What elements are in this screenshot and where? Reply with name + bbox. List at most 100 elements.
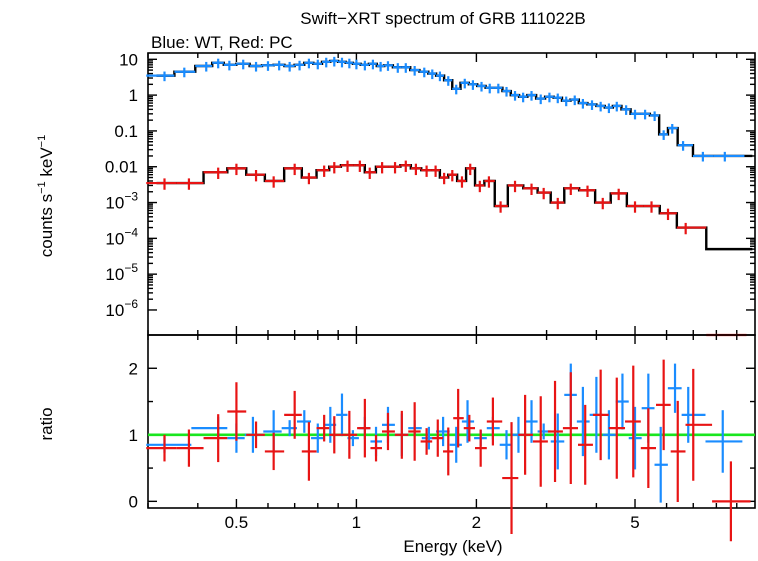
wt-spectrum-point	[419, 67, 429, 78]
wt-spectrum-point	[494, 83, 503, 94]
wt-spectrum-point	[212, 58, 224, 69]
wt-spectrum-point	[621, 105, 631, 115]
pc-ratio-point	[712, 461, 751, 542]
wt-spectrum-point	[510, 91, 520, 101]
pc-ratio-point	[203, 414, 228, 463]
pc-spectrum-point	[448, 170, 458, 182]
pc-spectrum-point	[176, 178, 204, 190]
tick-base: 10	[105, 194, 124, 213]
ratio-y-tick-label: 0	[129, 492, 138, 511]
pc-spectrum-point	[507, 180, 524, 193]
pc-ratio-point	[316, 414, 330, 442]
pc-ratio-point	[408, 402, 421, 461]
spectrum-y-tick-label: 10−5	[105, 261, 138, 284]
pc-ratio-point	[357, 398, 371, 458]
x-tick-label: 5	[630, 513, 639, 532]
wt-spectrum-point	[146, 71, 175, 82]
pc-ratio-point	[577, 404, 593, 485]
wt-spectrum-point	[428, 69, 437, 80]
pc-ratio-point	[608, 377, 626, 479]
wt-spectrum-point	[294, 60, 305, 71]
ratio-y-tick-label: 2	[129, 359, 138, 378]
pc-ratio-point	[432, 419, 444, 457]
wt-spectrum-point	[485, 83, 495, 94]
pc-ratio-point	[532, 396, 548, 487]
pc-model-line	[156, 164, 753, 251]
pc-spectrum-point	[203, 167, 228, 179]
wt-spectrum-point	[630, 109, 641, 120]
wt-spectrum-point	[313, 59, 323, 70]
wt-spectrum-point	[262, 61, 274, 71]
wt-spectrum-point	[376, 61, 385, 72]
wt-spectrum-point	[384, 61, 393, 71]
spectrum-plot-frame	[147, 52, 756, 336]
pc-spectrum-point	[264, 176, 285, 188]
wt-spectrum-point	[195, 61, 213, 72]
wt-spectrum-point	[536, 94, 546, 105]
wt-spectrum-point	[284, 61, 295, 72]
pc-ratio-point	[475, 429, 487, 467]
pc-spectrum-point	[466, 163, 476, 176]
spectrum-y-tick-label: 10−4	[105, 225, 138, 248]
wt-spectrum-point	[368, 59, 377, 70]
tick-base: 10	[105, 301, 124, 320]
pc-spectrum-point	[475, 180, 485, 193]
wt-ratio-point	[524, 400, 538, 443]
pc-ratio-point	[443, 427, 454, 476]
wt-spectrum-point	[322, 57, 331, 68]
pc-spectrum-point	[579, 185, 596, 197]
wt-spectrum-point	[345, 58, 353, 69]
wt-ratio-point	[146, 436, 192, 453]
wt-spectrum-point	[452, 84, 461, 95]
pc-spectrum-point	[595, 197, 611, 210]
wt-spectrum-point	[477, 81, 486, 92]
pc-ratio-point	[264, 432, 285, 471]
wt-spectrum-point	[502, 86, 511, 97]
wt-spectrum-point	[468, 80, 478, 90]
pc-spectrum-point	[523, 183, 538, 195]
pc-spectrum-point	[353, 160, 365, 172]
wt-spectrum-point	[612, 101, 622, 112]
wt-spectrum-point	[677, 141, 693, 151]
pc-spectrum-point	[146, 178, 177, 190]
pc-spectrum-point	[564, 183, 580, 195]
pc-spectrum-point	[659, 208, 677, 221]
pc-ratio-point	[518, 394, 533, 475]
y-axis-label-exp1: −1	[36, 181, 48, 194]
wt-spectrum-point	[338, 57, 346, 68]
x-tick-label: 2	[472, 513, 481, 532]
wt-spectrum-point	[436, 71, 445, 82]
wt-spectrum-point	[330, 56, 339, 67]
wt-spectrum-point	[460, 78, 469, 89]
wt-spectrum-point	[587, 100, 597, 110]
wt-spectrum-point	[596, 101, 605, 112]
pc-ratio-point	[463, 414, 476, 442]
pc-ratio-point	[146, 434, 177, 462]
y-axis-label-counts-main: counts s	[37, 194, 56, 257]
ratio-panel: 0.5 1 2 5 0 1 2	[129, 334, 756, 542]
pc-ratio-point	[685, 368, 713, 481]
wt-spectrum-point	[519, 92, 528, 103]
wt-spectrum-point	[444, 76, 453, 86]
pc-ratio-point	[547, 380, 563, 483]
pc-ratio-point	[420, 428, 433, 455]
spectrum-y-tick-label: 0.01	[105, 158, 138, 177]
pc-ratio-point	[341, 410, 358, 459]
pc-spectrum-point	[388, 162, 401, 174]
pc-spectrum-point	[400, 160, 411, 172]
pc-spectrum-point	[484, 176, 495, 188]
wt-spectrum-point	[236, 59, 250, 70]
spectrum-y-tick-label: 10−6	[105, 297, 138, 320]
wt-spectrum-point	[410, 66, 420, 76]
pc-ratio-point	[301, 422, 317, 481]
x-tick-label: 1	[352, 513, 361, 532]
wt-ratio-point	[550, 413, 565, 470]
pc-ratio-point	[562, 372, 578, 485]
wt-ratio-point	[628, 406, 642, 470]
pc-spectrum-point	[284, 163, 302, 176]
wt-spectrum-point	[561, 96, 571, 107]
wt-spectrum-point	[553, 93, 562, 104]
wt-spectrum-point	[659, 130, 668, 140]
